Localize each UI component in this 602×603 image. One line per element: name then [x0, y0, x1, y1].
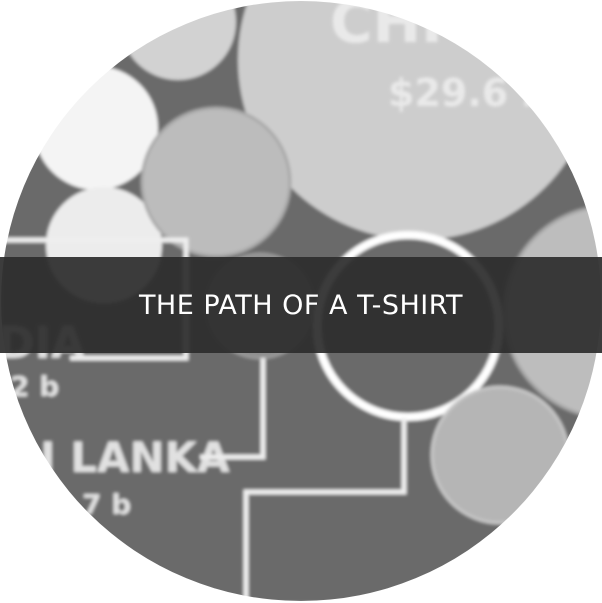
title-banner: THE PATH OF A T-SHIRT [0, 257, 602, 353]
india-value-label: 2 b [10, 370, 59, 403]
china-label: CHI [330, 0, 443, 56]
bubble-medium-grey [140, 106, 292, 258]
sri-lanka-value-label: 7 b [82, 488, 131, 521]
china-value-label: $29.6 b [388, 71, 549, 115]
sri-lanka-label: I LANKA [40, 433, 230, 482]
banner-title: THE PATH OF A T-SHIRT [138, 289, 464, 321]
china-bubble [238, 1, 598, 240]
bubble-white-left [34, 66, 158, 190]
bubble-lower-right [430, 385, 570, 525]
